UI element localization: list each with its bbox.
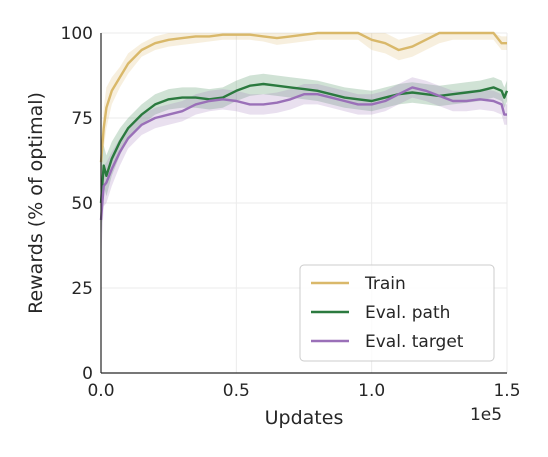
series-line-train (99, 31, 507, 163)
x-tick-label: 1.0 (358, 381, 385, 401)
series-line-eval-target (99, 86, 507, 221)
confidence-bands (101, 33, 507, 261)
y-tick-label: 50 (71, 194, 93, 214)
y-tick-label: 25 (71, 279, 93, 299)
y-axis-label: Rewards (% of optimal) (25, 92, 47, 314)
series-band-eval-target (101, 77, 507, 261)
legend-items: Train Eval. path Eval. target (311, 274, 464, 352)
y-tick-label: 75 (71, 109, 93, 129)
series-lines (99, 31, 509, 221)
tick-labels: 0.0 0.5 1.0 1.5 0 25 50 75 100 (61, 24, 521, 401)
legend: Train Eval. path Eval. target (299, 264, 495, 362)
series-band-eval-path (101, 73, 507, 244)
series-band-train (101, 33, 507, 180)
legend-frame (299, 264, 495, 362)
legend-label: Train (364, 274, 406, 294)
legend-label: Eval. target (365, 332, 464, 352)
axes (100, 33, 507, 374)
x-tick-label: 0.5 (223, 381, 250, 401)
y-tick-label: 100 (61, 24, 93, 44)
x-tick-label: 1.5 (493, 381, 520, 401)
series-line-eval-path (99, 82, 509, 204)
x-axis-label: Updates (265, 407, 344, 429)
y-tick-label: 0 (82, 364, 93, 384)
x-axis-offset-label: 1e5 (470, 405, 502, 425)
x-tick-label: 0.0 (87, 381, 114, 401)
legend-label: Eval. path (365, 303, 450, 323)
